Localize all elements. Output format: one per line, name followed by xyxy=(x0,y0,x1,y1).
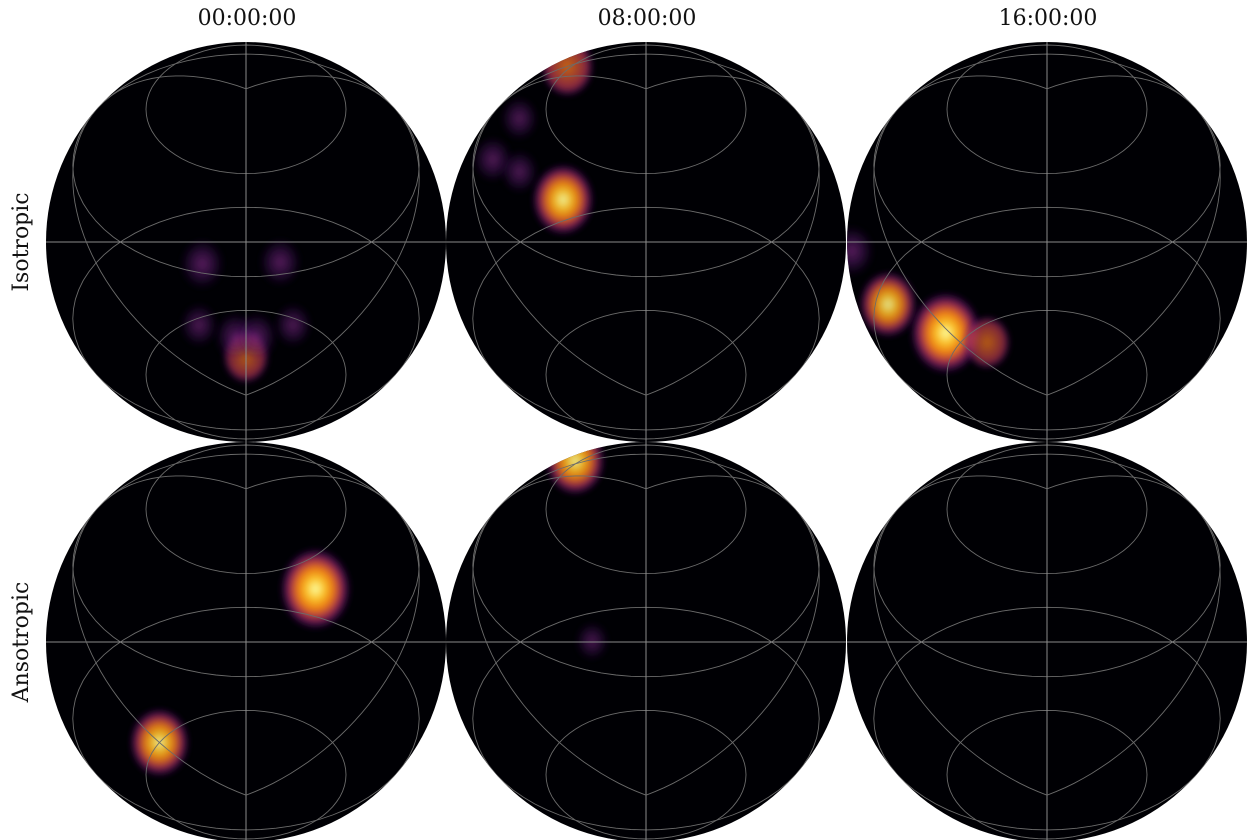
globe-panel-1-3 xyxy=(847,42,1247,442)
globe-panel-2-3 xyxy=(847,442,1247,840)
meridian-line xyxy=(1046,475,1221,796)
meridian-line xyxy=(245,475,420,796)
globe-panel-1-2 xyxy=(446,42,846,442)
meridian-line xyxy=(873,75,1048,396)
meridian-line xyxy=(645,475,820,796)
intensity-blob xyxy=(279,547,352,631)
intensity-blob xyxy=(909,291,982,375)
meridian-line xyxy=(72,75,247,396)
intensity-blob xyxy=(258,237,302,288)
intensity-blob xyxy=(858,270,918,339)
meridian-line xyxy=(873,475,1048,796)
intensity-blob xyxy=(179,237,226,291)
meridian-line xyxy=(472,475,647,796)
intensity-blob xyxy=(499,95,539,141)
meridian-line xyxy=(645,75,820,396)
intensity-blob xyxy=(847,224,875,278)
intensity-blob xyxy=(963,314,1012,370)
meridian-line xyxy=(245,75,420,396)
intensity-blob xyxy=(179,302,219,348)
intensity-blob xyxy=(531,163,595,237)
meridian-line xyxy=(72,475,247,796)
globe-panel-2-2 xyxy=(446,442,846,840)
globe-panel-1-1 xyxy=(46,42,446,442)
column-title-3: 16:00:00 xyxy=(998,6,1098,31)
intensity-blob xyxy=(499,149,539,195)
column-title-1: 00:00:00 xyxy=(197,6,297,31)
meridian-line xyxy=(1046,75,1221,396)
meridian-line xyxy=(472,75,647,396)
column-title-2: 08:00:00 xyxy=(597,6,697,31)
intensity-blob xyxy=(574,621,610,662)
globe-panel-2-1 xyxy=(46,442,446,840)
intensity-blob xyxy=(273,302,313,348)
intensity-blob xyxy=(234,311,279,362)
